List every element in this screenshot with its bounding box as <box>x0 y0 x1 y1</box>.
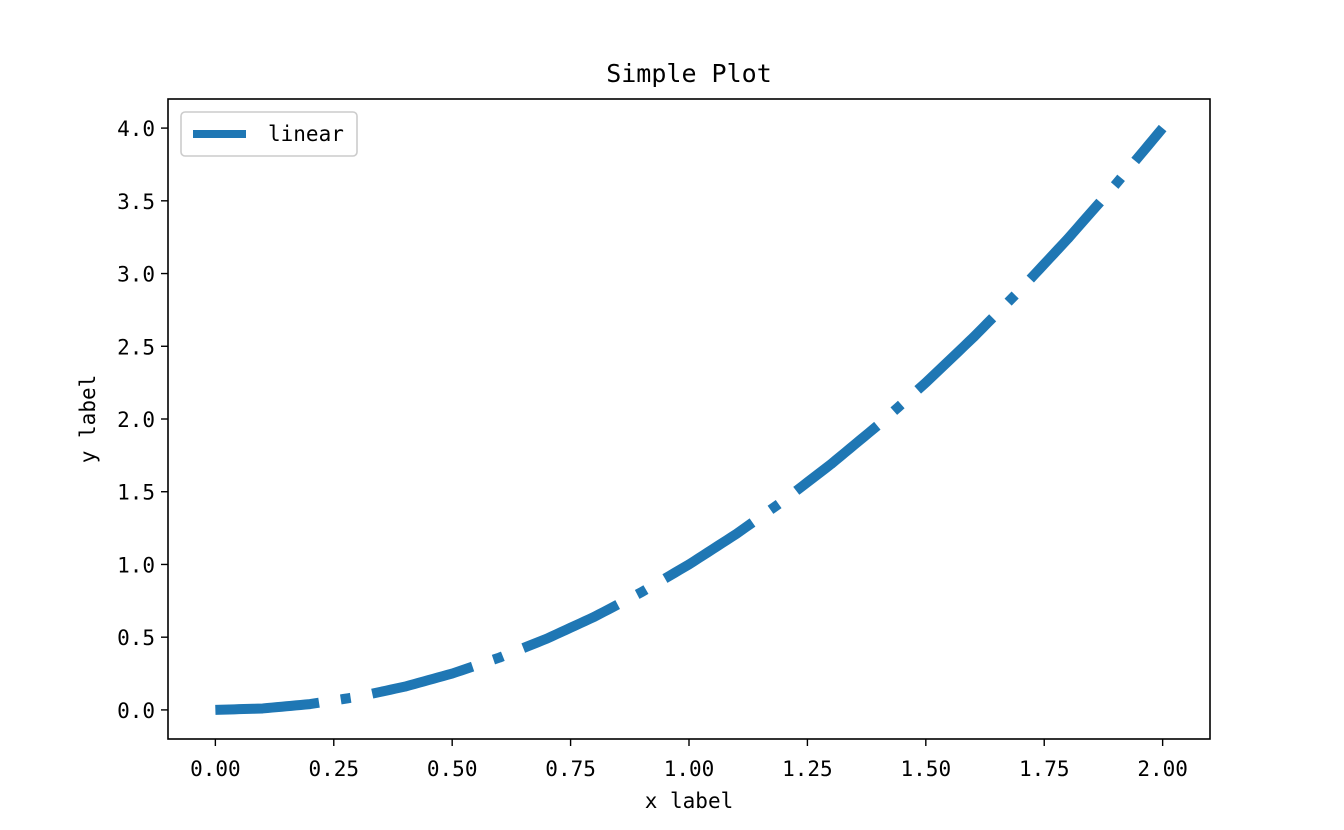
x-tick-label: 0.75 <box>545 757 596 781</box>
x-tick-label: 1.00 <box>664 757 715 781</box>
y-tick-label: 3.5 <box>117 190 155 214</box>
y-tick-label: 1.5 <box>117 481 155 505</box>
x-axis-label: x label <box>645 789 734 813</box>
y-tick-label: 2.0 <box>117 408 155 432</box>
series-line-linear <box>215 124 1167 715</box>
x-tick-label: 0.50 <box>427 757 478 781</box>
plot-frame <box>167 98 1211 740</box>
y-tick-label: 2.5 <box>117 335 155 359</box>
legend-box <box>180 111 358 157</box>
chart-title: Simple Plot <box>606 59 772 88</box>
x-tick-label: 0.25 <box>308 757 359 781</box>
y-tick-label: 4.0 <box>117 117 155 141</box>
x-tick-label: 2.00 <box>1137 757 1188 781</box>
y-tick-label: 0.0 <box>117 699 155 723</box>
legend-label-linear: linear <box>268 122 344 146</box>
y-tick-label: 0.5 <box>117 626 155 650</box>
x-tick-label: 1.25 <box>782 757 833 781</box>
y-tick-label: 3.0 <box>117 263 155 287</box>
x-tick-label: 1.50 <box>901 757 952 781</box>
y-axis-ticks: 0.0 0.5 1.0 1.5 2.0 2.5 3.0 3.5 4.0 <box>117 117 168 723</box>
series-layer <box>215 124 1167 715</box>
x-tick-label: 0.00 <box>190 757 241 781</box>
y-tick-label: 1.0 <box>117 553 155 577</box>
x-axis-ticks: 0.00 0.25 0.50 0.75 1.00 1.25 1.50 1.75 2.00 <box>190 739 1188 781</box>
legend: linear <box>180 111 358 157</box>
y-axis-label: y label <box>76 375 100 464</box>
x-tick-label: 1.75 <box>1019 757 1070 781</box>
